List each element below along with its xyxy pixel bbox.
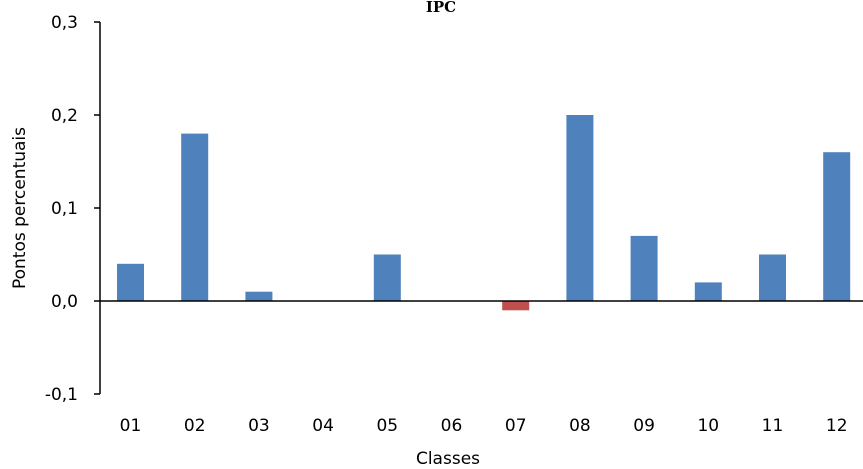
x-tick-label-09: 09 — [633, 416, 655, 436]
bar-05 — [373, 254, 401, 301]
x-tick-label-10: 10 — [697, 416, 719, 436]
y-tick-label: 0,2 — [51, 106, 78, 126]
x-tick-label-12: 12 — [826, 416, 848, 436]
chart-title: IPC — [426, 0, 456, 16]
x-axis-label: Classes — [416, 449, 480, 469]
y-ticks-group: -0,1 0,0 0,1 0,2 0,3 — [45, 13, 100, 405]
y-tick-label: 0,3 — [51, 13, 78, 33]
y-tick-label: 0,1 — [51, 199, 78, 219]
x-tick-label-07: 07 — [505, 416, 527, 436]
bar-02 — [181, 133, 209, 301]
x-tick-label-03: 03 — [248, 416, 270, 436]
y-axis-label: Pontos percentuais — [10, 127, 30, 289]
x-tick-label-05: 05 — [376, 416, 398, 436]
x-tick-label-02: 02 — [184, 416, 206, 436]
bar-01 — [117, 263, 144, 301]
x-tick-label-08: 08 — [569, 416, 591, 436]
y-tick-label: -0,1 — [45, 385, 78, 405]
x-tick-label-01: 01 — [120, 416, 142, 436]
bar-07 — [502, 301, 530, 311]
bars-group — [117, 115, 851, 311]
bar-08 — [566, 115, 594, 301]
x-tick-label-11: 11 — [762, 416, 784, 436]
bar-12 — [823, 152, 851, 301]
x-tick-label-04: 04 — [312, 416, 334, 436]
x-tick-label-06: 06 — [441, 416, 463, 436]
bar-11 — [759, 254, 786, 301]
bar-10 — [694, 282, 722, 301]
x-ticks-group: 01 02 03 04 05 06 07 08 09 10 11 12 — [120, 416, 848, 436]
y-tick-label: 0,0 — [51, 292, 78, 312]
bar-03 — [245, 291, 273, 301]
bar-09 — [630, 235, 658, 301]
